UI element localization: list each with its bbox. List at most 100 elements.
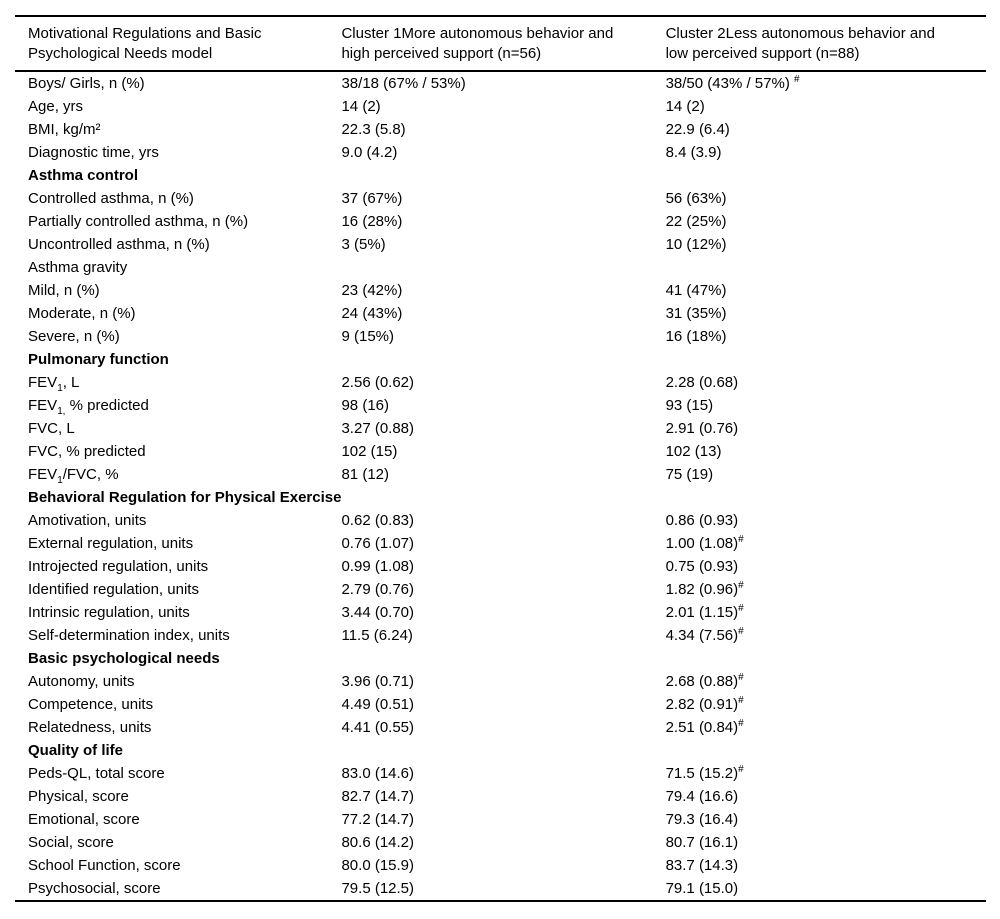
table-row: Boys/ Girls, n (%) 38/18 (67% / 53%) 38/… bbox=[15, 71, 986, 95]
cluster1-value-cell: 16 (28%) bbox=[341, 213, 403, 230]
table-row: FVC, % predicted 102 (15) 102 (13) bbox=[15, 440, 986, 463]
cluster1-value-cell: 4.49 (0.51) bbox=[341, 696, 415, 713]
row-label-cell: Behavioral Regulation for Physical Exerc… bbox=[28, 489, 342, 506]
row-label-cell: FVC, % predicted bbox=[28, 443, 146, 460]
cluster1-value-cell: 80.6 (14.2) bbox=[341, 834, 415, 851]
table-row: Amotivation, units 0.62 (0.83) 0.86 (0.9… bbox=[15, 509, 986, 532]
header-row: Motivational Regulations and Basic Psych… bbox=[15, 16, 986, 72]
row-label-cell: Basic psychological needs bbox=[28, 650, 220, 667]
table-row: Asthma control bbox=[15, 164, 986, 187]
cluster1-value-cell bbox=[341, 486, 665, 509]
table-row: Psychosocial, score 79.5 (12.5) 79.1 (15… bbox=[15, 877, 986, 901]
table-row: Behavioral Regulation for Physical Exerc… bbox=[15, 486, 986, 509]
table-row: Quality of life bbox=[15, 739, 986, 762]
cluster1-value-cell bbox=[341, 647, 665, 670]
cluster2-value-cell bbox=[666, 739, 986, 762]
row-label-cell: Self-determination index, units bbox=[28, 627, 230, 644]
row-label-cell: Uncontrolled asthma, n (%) bbox=[28, 236, 210, 253]
cluster2-value-cell: 93 (15) bbox=[665, 397, 714, 414]
cluster1-value-cell: 4.41 (0.55) bbox=[341, 719, 415, 736]
cluster2-value-cell bbox=[666, 647, 986, 670]
cluster1-value-cell: 3 (5%) bbox=[341, 236, 386, 253]
row-label-cell: FEV1, L bbox=[28, 374, 80, 394]
cluster2-value-cell: 1.82 (0.96)# bbox=[665, 580, 744, 598]
cluster2-value-cell: 16 (18%) bbox=[665, 328, 727, 345]
table-row: Controlled asthma, n (%) 37 (67%) 56 (63… bbox=[15, 187, 986, 210]
cluster2-value-cell: 0.75 (0.93) bbox=[665, 558, 739, 575]
table-row: Asthma gravity bbox=[15, 256, 986, 279]
row-label-cell: Mild, n (%) bbox=[28, 282, 100, 299]
cluster2-value-cell bbox=[666, 348, 986, 371]
cluster1-value-cell bbox=[341, 348, 665, 371]
table-header: Motivational Regulations and Basic Psych… bbox=[15, 16, 986, 72]
row-label-cell: Psychosocial, score bbox=[28, 880, 161, 897]
cluster2-value-cell: 0.86 (0.93) bbox=[665, 512, 739, 529]
table-body: Boys/ Girls, n (%) 38/18 (67% / 53%) 38/… bbox=[15, 71, 986, 901]
cluster1-value-cell: 0.76 (1.07) bbox=[341, 535, 415, 552]
cluster1-value-cell: 80.0 (15.9) bbox=[341, 857, 415, 874]
table-row: Age, yrs 14 (2) 14 (2) bbox=[15, 95, 986, 118]
clusters-comparison-table: Motivational Regulations and Basic Psych… bbox=[15, 15, 986, 902]
row-label-cell: Moderate, n (%) bbox=[28, 305, 136, 322]
table-row: Intrinsic regulation, units 3.44 (0.70) … bbox=[15, 601, 986, 624]
table-row: Diagnostic time, yrs 9.0 (4.2) 8.4 (3.9) bbox=[15, 141, 986, 164]
row-label-cell: BMI, kg/m² bbox=[28, 121, 101, 138]
cluster1-value-cell: 0.62 (0.83) bbox=[341, 512, 415, 529]
row-label-cell: Controlled asthma, n (%) bbox=[28, 190, 194, 207]
row-label-cell: Diagnostic time, yrs bbox=[28, 144, 159, 161]
row-label-cell: Identified regulation, units bbox=[28, 581, 199, 598]
row-label-cell: Severe, n (%) bbox=[28, 328, 120, 345]
cluster1-value-cell: 79.5 (12.5) bbox=[341, 880, 415, 897]
table-row: BMI, kg/m² 22.3 (5.8) 22.9 (6.4) bbox=[15, 118, 986, 141]
cluster1-value-cell: 37 (67%) bbox=[341, 190, 403, 207]
cluster2-value-cell: 71.5 (15.2)# bbox=[665, 764, 744, 782]
cluster2-value-cell bbox=[666, 256, 986, 279]
row-label-cell: FEV1, % predicted bbox=[28, 397, 149, 417]
cluster2-value-cell: 79.4 (16.6) bbox=[665, 788, 739, 805]
row-label-cell: Autonomy, units bbox=[28, 673, 135, 690]
row-label-cell: Social, score bbox=[28, 834, 114, 851]
table-row: Social, score 80.6 (14.2) 80.7 (16.1) bbox=[15, 831, 986, 854]
table-row: FEV1/FVC, % 81 (12) 75 (19) bbox=[15, 463, 986, 486]
cluster2-value-cell: 14 (2) bbox=[665, 98, 705, 115]
table-row: Emotional, score 77.2 (14.7) 79.3 (16.4) bbox=[15, 808, 986, 831]
table-row: Partially controlled asthma, n (%) 16 (2… bbox=[15, 210, 986, 233]
cluster2-value-cell: 2.01 (1.15)# bbox=[665, 603, 744, 621]
cluster1-value-cell: 2.79 (0.76) bbox=[341, 581, 415, 598]
cluster2-value-cell: 31 (35%) bbox=[665, 305, 727, 322]
table-row: Moderate, n (%) 24 (43%) 31 (35%) bbox=[15, 302, 986, 325]
cluster2-value-cell: 2.28 (0.68) bbox=[665, 374, 739, 391]
cluster1-value-cell: 38/18 (67% / 53%) bbox=[341, 75, 466, 92]
cluster1-value-cell: 14 (2) bbox=[341, 98, 381, 115]
cluster2-value-cell: 79.1 (15.0) bbox=[665, 880, 739, 897]
row-label-cell: Physical, score bbox=[28, 788, 129, 805]
cluster2-value-cell: 1.00 (1.08)# bbox=[665, 534, 744, 552]
row-label-cell: Boys/ Girls, n (%) bbox=[28, 75, 145, 92]
cluster1-value-cell: 9 (15%) bbox=[341, 328, 394, 345]
cluster2-value-cell: 41 (47%) bbox=[665, 282, 727, 299]
table-row: Severe, n (%) 9 (15%) 16 (18%) bbox=[15, 325, 986, 348]
table-row: FEV1, L 2.56 (0.62) 2.28 (0.68) bbox=[15, 371, 986, 394]
row-label-cell: External regulation, units bbox=[28, 535, 194, 552]
table-row: Uncontrolled asthma, n (%) 3 (5%) 10 (12… bbox=[15, 233, 986, 256]
cluster2-value-cell: 75 (19) bbox=[665, 466, 714, 483]
cluster2-value-cell: 56 (63%) bbox=[665, 190, 727, 207]
row-label-cell: Peds-QL, total score bbox=[28, 765, 165, 782]
table-row: FVC, L 3.27 (0.88) 2.91 (0.76) bbox=[15, 417, 986, 440]
column-header-cluster1: Cluster 1More autonomous behavior and hi… bbox=[341, 16, 666, 72]
row-label-cell: FVC, L bbox=[28, 420, 75, 437]
table-row: FEV1, % predicted 98 (16) 93 (15) bbox=[15, 394, 986, 417]
table-row: School Function, score 80.0 (15.9) 83.7 … bbox=[15, 854, 986, 877]
cluster1-value-cell: 82.7 (14.7) bbox=[341, 788, 415, 805]
cluster1-value-cell: 22.3 (5.8) bbox=[341, 121, 406, 138]
table-row: Mild, n (%) 23 (42%) 41 (47%) bbox=[15, 279, 986, 302]
cluster1-value-cell: 24 (43%) bbox=[341, 305, 403, 322]
column-header-model: Motivational Regulations and Basic Psych… bbox=[15, 16, 342, 72]
cluster2-value-cell: 102 (13) bbox=[665, 443, 722, 460]
cluster2-value-cell: 79.3 (16.4) bbox=[665, 811, 739, 828]
cluster1-value-cell: 2.56 (0.62) bbox=[341, 374, 415, 391]
row-label-cell: Intrinsic regulation, units bbox=[28, 604, 190, 621]
cluster2-value-cell: 2.51 (0.84)# bbox=[665, 718, 744, 736]
cluster2-value-cell: 22 (25%) bbox=[665, 213, 727, 230]
table-row: External regulation, units 0.76 (1.07) 1… bbox=[15, 532, 986, 555]
